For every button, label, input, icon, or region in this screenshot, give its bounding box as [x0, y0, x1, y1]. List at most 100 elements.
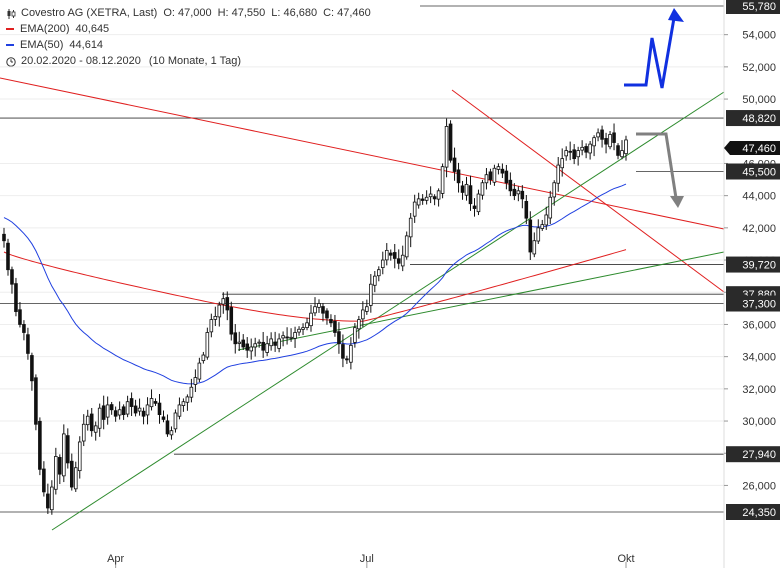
candle-up [257, 341, 261, 344]
candle-up [424, 196, 429, 201]
close-label: C: [323, 7, 335, 19]
candle-down [6, 242, 10, 271]
candle-down [321, 306, 325, 314]
legend-ema50-row: EMA(50) 44,614 [6, 37, 371, 53]
y-tick-label: 26,000 [742, 480, 776, 492]
level-label: 55,780 [742, 1, 776, 13]
candle-up [548, 196, 553, 219]
candle-down [66, 435, 70, 464]
candle-up [480, 182, 485, 196]
candle-down [396, 258, 401, 264]
candle-down [604, 138, 608, 145]
price-axis: 26,00028,00030,00032,00034,00036,00038,0… [723, 0, 780, 568]
candle-up [185, 396, 190, 403]
candle-down [468, 185, 473, 205]
candle-up [62, 433, 66, 477]
candle-down [472, 205, 477, 209]
candle-up [580, 146, 584, 151]
candle-down [273, 341, 277, 346]
candle-up [436, 190, 441, 200]
candle-up [149, 398, 154, 408]
level-label: 45,500 [742, 167, 776, 179]
high-label: H: [217, 7, 229, 19]
candle-down [341, 344, 345, 359]
candle-down [528, 219, 533, 253]
candle-down [448, 123, 453, 161]
candle-down [161, 416, 166, 420]
candle-up [309, 312, 313, 327]
y-tick-label: 50,000 [742, 94, 776, 106]
candle-down [58, 457, 62, 475]
candles [2, 118, 628, 515]
candle-up [54, 456, 58, 490]
ema200-value: 40,645 [75, 23, 110, 35]
candle-up [173, 412, 178, 430]
candle-down [14, 283, 18, 312]
candle-up [544, 214, 549, 226]
candle-up [73, 467, 78, 490]
candle-up [357, 319, 361, 330]
candle-down [392, 252, 397, 259]
candle-down [225, 297, 230, 311]
y-tick-label: 54,000 [742, 30, 776, 42]
candle-down [22, 324, 26, 333]
ema200-label: EMA(200) [20, 23, 70, 35]
ema50-line [3, 183, 627, 385]
candle-up [305, 322, 309, 328]
level-label-box [726, 446, 780, 463]
candle-up [201, 354, 206, 362]
candle-down [26, 334, 30, 354]
candle-down [488, 171, 493, 180]
date-range: 20.02.2020 - 08.12.2020 [21, 55, 141, 67]
up-scenario-path [624, 17, 676, 89]
candle-up [361, 309, 365, 320]
ema-lines [3, 183, 627, 385]
candle-up [540, 224, 545, 229]
level-label-box [726, 504, 780, 520]
candle-down [616, 145, 620, 156]
chart-grid [0, 34, 724, 486]
last-price-tag [724, 140, 780, 155]
candle-up [620, 150, 624, 158]
candle-up [369, 283, 373, 306]
level-label-box [726, 0, 780, 14]
candle-up [492, 167, 497, 183]
candle-up [516, 190, 521, 195]
candle-up [77, 441, 82, 472]
candle-up [145, 404, 150, 416]
high-value: 47,550 [231, 7, 266, 19]
candle-down [456, 169, 461, 184]
candle-down [584, 146, 588, 153]
level-label-box [726, 256, 780, 273]
candle-down [245, 343, 250, 351]
horizontal-levels [0, 5, 724, 513]
candle-up [624, 139, 628, 155]
y-tick-label: 30,000 [742, 416, 776, 428]
candle-down [101, 405, 106, 420]
candle-up [181, 401, 186, 406]
candle-up [277, 338, 281, 349]
ema50-value: 44,614 [69, 39, 104, 51]
candle-up [50, 486, 54, 511]
candle-up [476, 193, 481, 213]
candle-up [125, 401, 130, 415]
candle-up [213, 315, 218, 320]
candle-up [81, 423, 86, 442]
candle-up [608, 134, 612, 148]
candle-down [2, 233, 6, 242]
candle-up [313, 306, 317, 314]
low-value: 46,680 [283, 7, 318, 19]
candle-down [157, 402, 162, 415]
candle-down [432, 196, 437, 200]
level-label: 27,940 [742, 449, 776, 461]
candle-up [576, 150, 580, 158]
chart-legend: Covestro AG (XETRA, Last) O: 47,000 H: 4… [6, 5, 371, 69]
time-axis: Apr Jul Okt [107, 553, 635, 568]
y-tick-label: 52,000 [742, 62, 776, 74]
legend-title-row: Covestro AG (XETRA, Last) O: 47,000 H: 4… [6, 5, 371, 21]
candle-up [380, 259, 385, 269]
candle-up [281, 335, 285, 339]
candle-down [500, 168, 505, 174]
y-tick-label: 36,000 [742, 319, 776, 331]
